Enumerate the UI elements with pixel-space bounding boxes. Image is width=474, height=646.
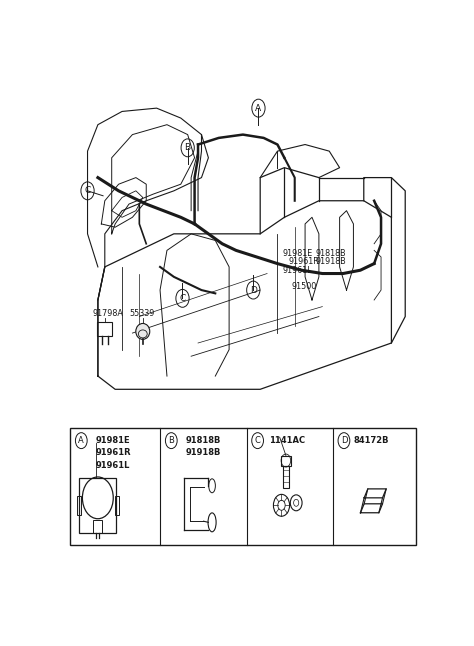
Text: 91918B: 91918B [315, 258, 346, 266]
Text: 91918B: 91918B [186, 448, 221, 457]
Ellipse shape [136, 324, 150, 339]
Text: 91961L: 91961L [283, 266, 312, 275]
Bar [70, 428, 416, 545]
Text: D: D [250, 286, 257, 295]
Text: A: A [78, 436, 84, 445]
Bar [93, 520, 102, 533]
Text: 91798A: 91798A [93, 309, 124, 318]
Bar [115, 496, 119, 516]
Text: 91818B: 91818B [315, 249, 346, 258]
Bar [281, 455, 291, 466]
Text: A: A [255, 103, 262, 112]
Text: 91981E: 91981E [96, 435, 131, 444]
Bar [283, 466, 289, 488]
Text: C: C [84, 186, 91, 195]
Text: 91818B: 91818B [186, 435, 221, 444]
Text: 91981E: 91981E [283, 249, 313, 258]
Text: B: B [168, 436, 174, 445]
Text: C: C [255, 436, 261, 445]
Text: 91961L: 91961L [96, 461, 130, 470]
Bar [80, 478, 116, 533]
Text: 91961R: 91961R [96, 448, 132, 457]
Text: 1141AC: 1141AC [269, 435, 305, 444]
Text: D: D [341, 436, 347, 445]
Text: B: B [184, 143, 191, 152]
Text: 55339: 55339 [129, 309, 155, 318]
Text: 84172B: 84172B [353, 435, 389, 444]
Bar [77, 496, 81, 516]
Text: 91500: 91500 [291, 282, 317, 291]
Text: 91961R: 91961R [289, 258, 319, 266]
Text: C: C [179, 294, 186, 303]
Bar [98, 322, 112, 337]
